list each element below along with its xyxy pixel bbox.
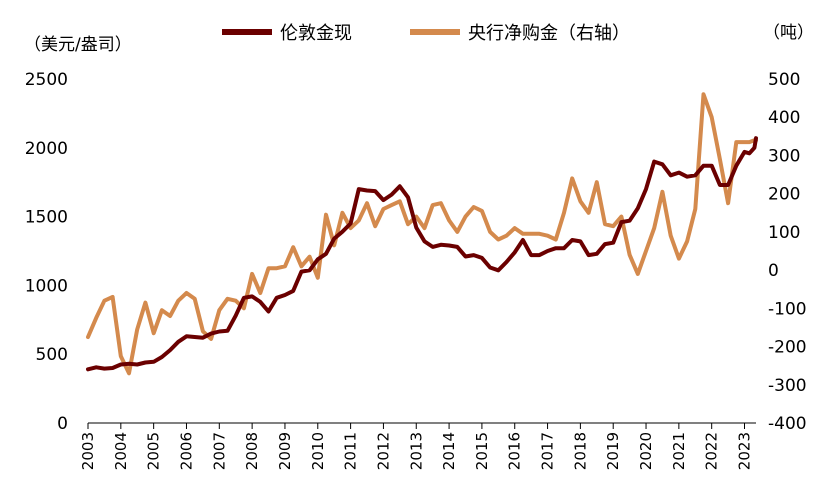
x-tick-label: 2012: [374, 432, 392, 470]
right-tick-label: -200: [768, 338, 807, 358]
right-tick-label: 300: [768, 146, 800, 166]
x-tick-label: 2019: [604, 432, 622, 470]
x-tick-label: 2020: [637, 432, 655, 470]
x-tick-label: 2014: [440, 432, 458, 470]
x-tick-label: 2007: [210, 432, 228, 470]
series-layer: [86, 92, 758, 376]
left-tick-label: 0: [57, 414, 68, 434]
x-tick-label: 2016: [506, 432, 524, 470]
right-axis-unit: （吨）: [763, 23, 814, 43]
left-axis-ticks: 0 500 1000 1500 2000 2500: [25, 70, 68, 434]
right-tick-label: -300: [768, 376, 807, 396]
x-tick-label: 2013: [407, 432, 425, 470]
right-tick-label: 500: [768, 70, 800, 90]
series-line-london-gold: [86, 136, 758, 372]
legend-label-london-gold: 伦敦金现: [280, 23, 352, 44]
right-tick-label: 100: [768, 223, 800, 243]
left-tick-label: 500: [36, 345, 68, 365]
x-axis: 2003 2004 2005 2006 2007 2008 2009 2010 2011 2012…: [79, 422, 756, 470]
left-tick-label: 2500: [25, 70, 68, 90]
x-tick-label: 2011: [342, 432, 360, 470]
x-tick-label: 2022: [703, 432, 721, 470]
x-tick-label: 2008: [243, 432, 261, 470]
right-tick-label: -100: [768, 299, 807, 319]
x-tick-label: 2023: [736, 432, 754, 470]
series-line-central-bank: [86, 92, 758, 376]
right-axis-ticks: -400 -300 -200 -100 0 100 200 300 400 500: [768, 70, 807, 434]
legend: 伦敦金现 央行净购金（右轴）: [222, 23, 630, 44]
x-tick-label: 2006: [177, 432, 195, 470]
x-tick-label: 2015: [473, 432, 491, 470]
x-tick-label: 2003: [79, 432, 97, 470]
x-tick-label: 2009: [276, 432, 294, 470]
x-tick-label: 2017: [539, 432, 557, 470]
right-tick-label: 400: [768, 108, 800, 128]
x-tick-label: 2004: [112, 432, 130, 470]
right-tick-label: 200: [768, 185, 800, 205]
legend-label-central-bank: 央行净购金（右轴）: [468, 23, 630, 44]
x-tick-label: 2010: [309, 432, 327, 470]
right-tick-label: -400: [768, 414, 807, 434]
left-tick-label: 1000: [25, 276, 68, 296]
x-tick-label: 2021: [670, 432, 688, 470]
left-tick-label: 2000: [25, 139, 68, 159]
right-tick-label: 0: [768, 261, 779, 281]
left-tick-label: 1500: [25, 208, 68, 228]
x-tick-label: 2005: [145, 432, 163, 470]
left-axis-unit: （美元/盎司）: [24, 35, 132, 55]
x-tick-label: 2018: [571, 432, 589, 470]
